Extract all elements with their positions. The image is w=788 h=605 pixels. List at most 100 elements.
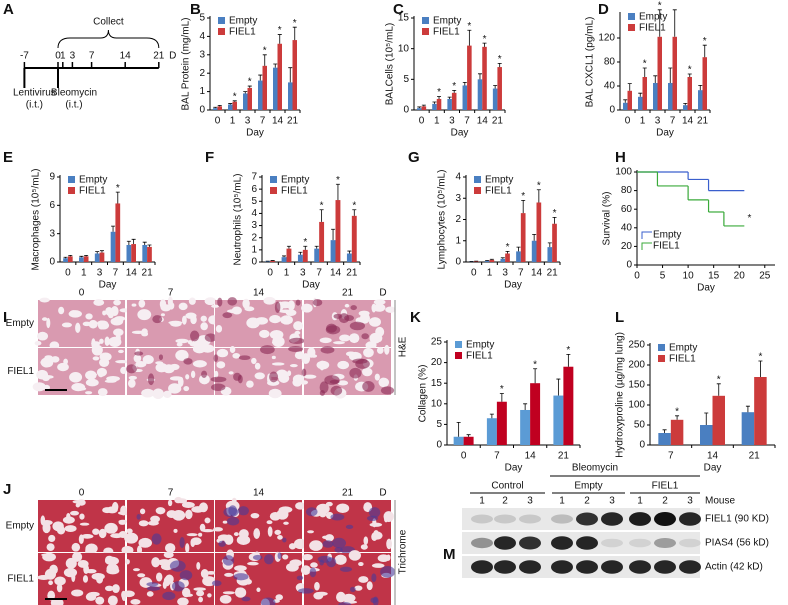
error-bar [662,429,667,433]
x-axis-label: Day [504,280,522,291]
legend-swatch [455,352,462,359]
lesion [330,513,345,521]
airspace [105,556,119,566]
lesion [233,372,242,381]
airspace [168,301,175,310]
error-bar [672,9,677,37]
error-bar [347,250,352,254]
blot-band [471,514,493,524]
bar [670,419,684,445]
bar [627,90,632,110]
error-bar [456,421,461,437]
bar [213,108,218,110]
band-label: Actin (42 kD) [705,562,763,573]
blot-band [519,514,541,524]
bar [668,83,673,110]
airspace [98,528,107,539]
error-bar [243,91,248,94]
blot-band [629,560,651,574]
legend-swatch [270,176,277,183]
timeline-label: -7 [20,51,29,62]
lesion [282,537,287,543]
blot-band [679,538,701,548]
bar [110,231,116,262]
significance-star: * [336,175,340,186]
y-tick-label: 6 [251,184,257,195]
airspace [131,303,137,307]
x-axis-label: Day [246,128,264,139]
x-tick-label: 7 [494,451,500,462]
lesion [227,297,238,306]
airspace [155,507,166,515]
bar [563,366,574,445]
column-label: 21 [342,288,354,299]
airspace [386,538,392,550]
panel-letter: J [3,481,11,498]
column-unit: D [379,288,386,299]
legend-swatch [270,187,277,194]
error-bar [556,378,561,396]
airspace [114,316,126,322]
x-tick-label: 1 [284,268,290,279]
column-label: 7 [168,488,174,499]
bar [658,433,671,445]
airspace [176,342,183,347]
lesion [370,597,378,604]
y-tick-label: 120 [598,33,615,44]
airspace [337,380,349,386]
significance-star: * [352,200,356,211]
x-tick-label: 0 [215,116,221,127]
x-tick-label: 21 [697,116,709,127]
airspace [163,390,172,399]
bar [462,85,468,110]
event-label: Bleomycin [51,88,97,99]
x-axis-label: Day [697,283,715,294]
bar [131,244,136,262]
legend-label: Empty [281,175,309,186]
bar [292,40,297,110]
x-tick-label: 15 [708,271,720,282]
column-label: 14 [253,488,265,499]
bar [99,252,105,262]
y-tick-label: 5 [403,74,409,85]
y-axis-label: Survival (%) [602,192,613,246]
airspace [301,353,311,365]
error-bar [258,74,263,81]
lesion [339,566,353,572]
x-tick-label: 14 [477,116,489,127]
legend-label: FIEL1 [281,186,308,197]
airspace [384,344,390,355]
airspace [120,505,127,516]
airspace [77,559,89,568]
lesion [179,570,193,581]
lesion [261,597,276,605]
airspace [235,587,243,596]
bar [265,261,271,262]
airspace [185,312,197,319]
airspace [198,532,203,537]
lesion [146,582,159,587]
panel-letter: G [408,149,420,166]
airspace [137,309,152,321]
panel-letter: A [3,1,14,18]
airspace [160,313,165,317]
error-bar [262,54,267,66]
x-tick-label: 14 [525,451,537,462]
stain-label: Trichrome [398,529,409,574]
scale-bar [45,598,67,600]
significance-star: * [537,180,541,191]
bar [623,102,628,110]
legend-label: Empty [466,340,494,351]
x-tick-label: 7 [316,268,322,279]
airspace [310,562,318,568]
airspace [207,593,212,598]
y-axis-label: Lymphocytes (10⁵/mL) [437,170,448,270]
airspace [44,568,57,580]
airspace [271,340,285,345]
y-tick-label: 0 [49,257,55,268]
airspace [287,370,292,377]
bar [547,247,553,262]
x-tick-label: 3 [300,268,306,279]
x-tick-label: 7 [668,451,674,462]
airspace [146,591,154,597]
